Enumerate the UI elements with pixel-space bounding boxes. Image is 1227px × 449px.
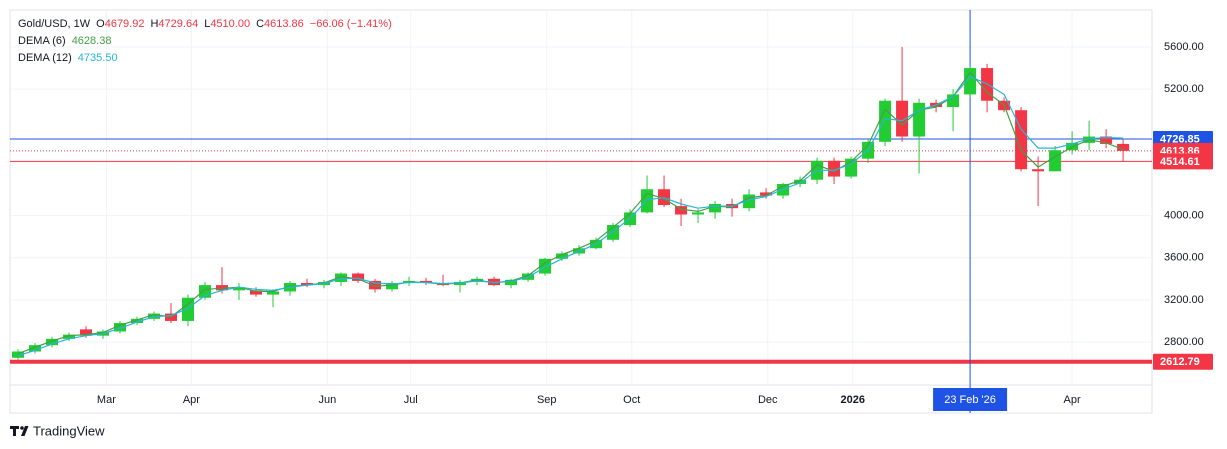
candle-body <box>964 68 977 95</box>
y-tick-label: 5600.00 <box>1164 41 1204 53</box>
candle-body <box>28 345 41 352</box>
price-badge <box>1153 353 1213 370</box>
candle-body <box>692 212 705 215</box>
legend-value: 4735.50 <box>77 52 118 64</box>
candle-body <box>556 253 569 259</box>
price-lines <box>10 138 1152 364</box>
candle-body <box>539 258 552 274</box>
ohlc-value: 4679.92 <box>104 18 145 30</box>
price-badge-label: 2612.79 <box>1160 356 1200 368</box>
price-badge-label: 4726.85 <box>1160 133 1200 145</box>
brand-name: TradingView <box>33 423 105 438</box>
candle-body <box>45 338 58 346</box>
candle-body <box>352 273 365 281</box>
legend-row: Gold/USD, 1W O4679.92 H4729.64 L4510.00 C461… <box>18 18 392 30</box>
legend-name: DEMA (6) <box>18 35 66 47</box>
x-tick-label: Mar <box>97 394 116 406</box>
candle-body <box>335 273 348 282</box>
y-tick-label: 4000.00 <box>1164 209 1204 221</box>
x-tick-label: Dec <box>758 394 778 406</box>
brand-logo <box>10 426 29 436</box>
candle-body <box>267 291 280 295</box>
candle-body <box>828 160 841 177</box>
candles <box>11 46 1130 360</box>
price-badge-label: 4514.61 <box>1160 156 1200 168</box>
price-badge <box>1153 153 1213 170</box>
y-tick-label: 3600.00 <box>1164 252 1204 264</box>
y-tick-label: 3200.00 <box>1164 294 1204 306</box>
candle-body <box>114 323 127 332</box>
ohlc-key: O <box>96 18 105 30</box>
candle-body <box>79 329 92 336</box>
candle-body <box>794 179 807 184</box>
legend-row: DEMA (6) 4628.38 <box>18 35 111 47</box>
legend-name: DEMA (12) <box>18 52 72 64</box>
candle-body <box>250 290 263 295</box>
candle-body <box>505 279 518 286</box>
ohlc-key: L <box>204 18 211 30</box>
x-tick-label: Apr <box>183 394 200 406</box>
ohlc-key: H <box>150 18 159 30</box>
ohlc-value: 4510.00 <box>210 18 251 30</box>
candle-body <box>1049 150 1062 172</box>
ohlc-value: 4729.64 <box>158 18 199 30</box>
y-tick-label: 5200.00 <box>1164 83 1204 95</box>
x-tick-label: Oct <box>623 394 640 406</box>
candle-body <box>879 100 892 142</box>
candle-body <box>182 297 195 321</box>
candle-body <box>675 206 688 215</box>
crosshair-badge <box>933 388 1008 411</box>
change: −66.06 (−1.41%) <box>309 18 392 30</box>
dema-line <box>17 75 1124 357</box>
legend-value: 4628.38 <box>71 35 112 47</box>
candle-body <box>760 192 773 196</box>
ohlc-key: C <box>256 18 265 30</box>
candle-body <box>1100 136 1113 144</box>
x-tick-label: Jul <box>404 394 418 406</box>
candle-body <box>913 102 926 137</box>
x-tick-label: Jun <box>319 394 337 406</box>
candle-body <box>641 189 654 213</box>
candle-body <box>62 334 75 339</box>
x-tick-label: Apr <box>1064 394 1081 406</box>
candle-body <box>386 283 399 290</box>
symbol: Gold/USD, 1W <box>18 18 91 30</box>
candle-body <box>131 318 144 324</box>
candle-body <box>709 203 722 213</box>
candle-body <box>301 283 314 286</box>
candle-body <box>369 280 382 290</box>
ohlc-value: 4613.86 <box>264 18 304 30</box>
dema-line <box>17 71 1124 355</box>
x-tick-label: Sep <box>537 394 557 406</box>
legend-row: DEMA (12) 4735.50 <box>18 52 118 64</box>
y-tick-label: 2800.00 <box>1164 336 1204 348</box>
candle-body <box>1032 169 1045 172</box>
candle-body <box>11 351 24 358</box>
candle-body <box>896 100 909 137</box>
x-tick-label: 2026 <box>841 394 865 406</box>
pane-border <box>9 9 1153 414</box>
candle-body <box>1015 110 1028 170</box>
candle-body <box>233 287 246 291</box>
crosshair-label: 23 Feb '26 <box>944 394 996 406</box>
candle-body <box>1117 143 1130 151</box>
